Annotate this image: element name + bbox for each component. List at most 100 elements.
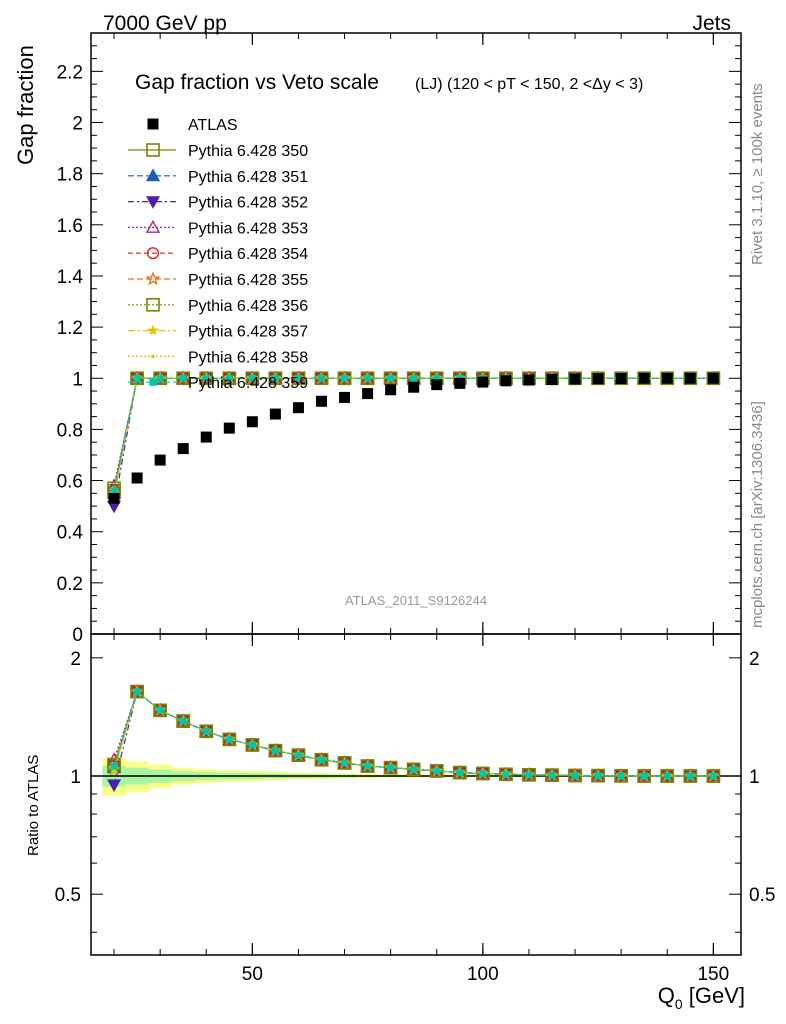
- legend-label: Pythia 6.428 352: [188, 195, 308, 212]
- ratio-series-point: [156, 706, 164, 714]
- chart-title-main: Gap fraction vs Veto scale: [135, 71, 379, 94]
- x-tick-label: 50: [242, 964, 263, 985]
- atlas-point: [500, 375, 512, 387]
- ratio-y-tick-label: 2: [70, 649, 81, 670]
- ratio-series-359: [110, 688, 717, 780]
- mcplots-label: mcplots.cern.ch [arXiv:1306.3436]: [749, 401, 766, 628]
- ratio-series-point: [479, 769, 487, 778]
- atlas-point: [638, 372, 650, 384]
- ratio-series-point: [502, 770, 510, 778]
- atlas-point: [362, 388, 374, 400]
- legend: ATLAS Pythia 6.428 350 Pythia 6.428 351 Pyt…: [128, 117, 308, 392]
- legend-label-atlas: ATLAS: [188, 117, 238, 134]
- atlas-point: [246, 416, 258, 428]
- ratio-series-point: [107, 779, 122, 792]
- y-tick-label-main: 1.8: [57, 165, 83, 186]
- atlas-point: [431, 379, 443, 391]
- y-axis-title-ratio: Ratio to ATLAS: [25, 755, 42, 856]
- series-point: [363, 374, 372, 382]
- ratio-series-point: [594, 772, 602, 780]
- ratio-series-point: [387, 764, 395, 772]
- legend-marker: [145, 219, 161, 233]
- ratio-y-tick-label-right: 2: [749, 649, 760, 670]
- legend-marker-atlas: [147, 118, 159, 130]
- ratio-series-point: [410, 765, 418, 773]
- legend-entry-353: Pythia 6.428 353: [128, 219, 308, 237]
- x-tick-label: 100: [467, 964, 499, 985]
- legend-entry-352: Pythia 6.428 352: [128, 195, 308, 212]
- main-panel: 0 0.2 0.4 0.6 0.8 1 1.2 1.4 1.6 1.8 2 2.2 ATLAS_201…: [57, 32, 742, 646]
- atlas-point: [615, 373, 627, 385]
- ratio-series-point: [110, 762, 118, 770]
- ratio-series-point: [663, 772, 671, 780]
- atlas-point: [131, 472, 143, 484]
- ratio-series-point: [640, 772, 648, 780]
- ratio-series-point: [225, 735, 233, 743]
- series-point: [133, 374, 141, 382]
- y-tick-label-main: 2: [72, 114, 83, 135]
- ratio-series-point: [617, 772, 625, 780]
- series-point: [179, 374, 187, 382]
- legend-marker: [145, 168, 161, 182]
- legend-entry-355: Pythia 6.428 355: [128, 271, 308, 289]
- atlas-point: [661, 372, 673, 384]
- legend-entry-354: Pythia 6.428 354: [128, 246, 308, 263]
- atlas-point: [707, 372, 719, 384]
- main-series-layer: [106, 370, 721, 514]
- ratio-y-tick-label: 0.5: [55, 885, 81, 906]
- legend-label: Pythia 6.428 356: [188, 298, 308, 315]
- atlas-point: [200, 431, 212, 443]
- ratio-series-point: [133, 688, 141, 696]
- series-point: [410, 374, 418, 382]
- ratio-series-point: [112, 770, 116, 775]
- series-point: [225, 374, 233, 382]
- legend-entry-356: Pythia 6.428 356: [128, 298, 308, 315]
- legend-entry-350: Pythia 6.428 350: [128, 143, 308, 160]
- atlas-point: [477, 376, 489, 388]
- atlas-point: [385, 384, 397, 396]
- y-axis-title-main: Gap fraction: [13, 45, 38, 165]
- ratio-series-point: [340, 759, 349, 767]
- series-point: [248, 374, 256, 382]
- ratio-y-tick-label-right: 0.5: [749, 885, 775, 906]
- atlas-point: [569, 373, 581, 385]
- atlas-point: [108, 492, 120, 504]
- series-point: [271, 374, 279, 382]
- legend-label: Pythia 6.428 359: [188, 375, 308, 392]
- main-series-352: [107, 372, 721, 514]
- energy-label: 7000 GeV pp: [103, 12, 227, 35]
- series-point: [294, 374, 303, 382]
- atlas-point: [408, 381, 420, 393]
- ratio-y-tick-label: 1: [70, 767, 81, 788]
- atlas-point: [523, 374, 535, 386]
- atlas-point: [315, 395, 327, 407]
- atlas-point: [592, 373, 604, 385]
- legend-marker: [147, 324, 159, 336]
- legend-marker: [146, 143, 160, 157]
- y-tick-label-main: 1.4: [57, 267, 84, 288]
- legend-label: Pythia 6.428 351: [188, 169, 308, 186]
- y-tick-label-main: 0: [72, 625, 83, 646]
- y-tick-label-main: 2.2: [57, 62, 83, 83]
- legend-entry-358: Pythia 6.428 358: [128, 349, 308, 366]
- legend-label: Pythia 6.428 357: [188, 324, 308, 341]
- y-tick-label-main: 0.6: [57, 472, 83, 493]
- ratio-series-point: [271, 747, 279, 755]
- ratio-series-point: [525, 771, 533, 779]
- legend-marker: [145, 271, 161, 286]
- y-tick-label-main: 1.2: [57, 318, 83, 339]
- chart-title: Gap fraction vs Veto scale (LJ) (120 < p…: [135, 71, 643, 94]
- y-tick-label-main: 0.2: [57, 574, 83, 595]
- ratio-series-point: [179, 717, 187, 725]
- ratio-ticks: 50 100 150 0.5 0.5 1 1 2 2: [55, 634, 775, 985]
- legend-entry-359: Pythia 6.428 359: [128, 375, 308, 392]
- atlas-point: [177, 443, 189, 455]
- legend-label: Pythia 6.428 353: [188, 220, 308, 237]
- process-label: Jets: [692, 12, 731, 35]
- chart-title-sub: (LJ) (120 < pT < 150, 2 <Δy < 3): [415, 76, 643, 93]
- ratio-series-point: [686, 772, 694, 780]
- ratio-series-point: [202, 727, 210, 735]
- legend-marker: [145, 196, 161, 209]
- ratio-series-point: [571, 771, 579, 780]
- ratio-y-tick-label-right: 1: [749, 767, 760, 788]
